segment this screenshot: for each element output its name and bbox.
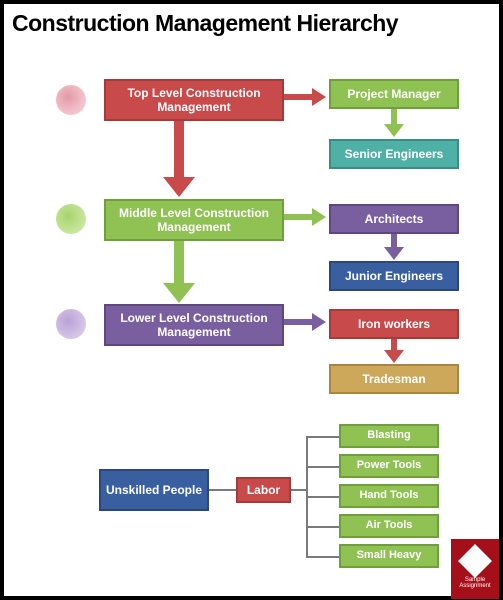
unskilled-people-box: Unskilled People [99, 469, 209, 511]
logo-text: Sample Assignment [451, 577, 499, 589]
circle-mid [56, 204, 86, 234]
diagram-canvas: Top Level Construction Management Projec… [4, 39, 499, 599]
arrow-pm-to-se-head [384, 124, 404, 137]
circle-top [56, 85, 86, 115]
arrow-mid-right-head [312, 208, 326, 226]
iron-workers-box: Iron workers [329, 309, 459, 339]
junior-engineers-box: Junior Engineers [329, 261, 459, 291]
arrow-mid-to-low-head [163, 283, 195, 303]
lower-level-box: Lower Level Construction Management [104, 304, 284, 346]
blasting-box: Blasting [339, 424, 439, 448]
arrow-top-to-mid-head [163, 177, 195, 197]
line-labor-stem [291, 489, 306, 491]
project-manager-box: Project Manager [329, 79, 459, 109]
mid-level-box: Middle Level Construction Management [104, 199, 284, 241]
arrow-mid-to-low-line [174, 241, 184, 285]
line-to-power [306, 466, 339, 468]
arrow-mid-right-line [284, 214, 314, 220]
tradesman-box: Tradesman [329, 364, 459, 394]
circle-low [56, 309, 86, 339]
architects-box: Architects [329, 204, 459, 234]
line-to-blasting [306, 436, 339, 438]
arrow-top-right-head [312, 88, 326, 106]
air-tools-box: Air Tools [339, 514, 439, 538]
top-level-box: Top Level Construction Management [104, 79, 284, 121]
line-to-heavy [306, 556, 339, 558]
line-to-air [306, 526, 339, 528]
arrow-low-right-line [284, 319, 314, 325]
logo-badge: Sample Assignment [451, 539, 499, 599]
senior-engineers-box: Senior Engineers [329, 139, 459, 169]
arrow-pm-to-se-line [391, 109, 397, 125]
arrow-arch-to-je-line [391, 234, 397, 248]
arrow-top-right-line [284, 94, 314, 100]
arrow-arch-to-je-head [384, 247, 404, 260]
labor-box: Labor [236, 477, 291, 503]
hand-tools-box: Hand Tools [339, 484, 439, 508]
line-to-hand [306, 496, 339, 498]
logo-ribbon-icon [458, 544, 492, 578]
power-tools-box: Power Tools [339, 454, 439, 478]
arrow-low-right-head [312, 313, 326, 331]
small-heavy-box: Small Heavy [339, 544, 439, 568]
page-title: Construction Management Hierarchy [4, 4, 499, 39]
arrow-iron-to-trade-head [384, 350, 404, 363]
line-unskilled-labor [209, 489, 236, 491]
arrow-top-to-mid-line [174, 121, 184, 179]
